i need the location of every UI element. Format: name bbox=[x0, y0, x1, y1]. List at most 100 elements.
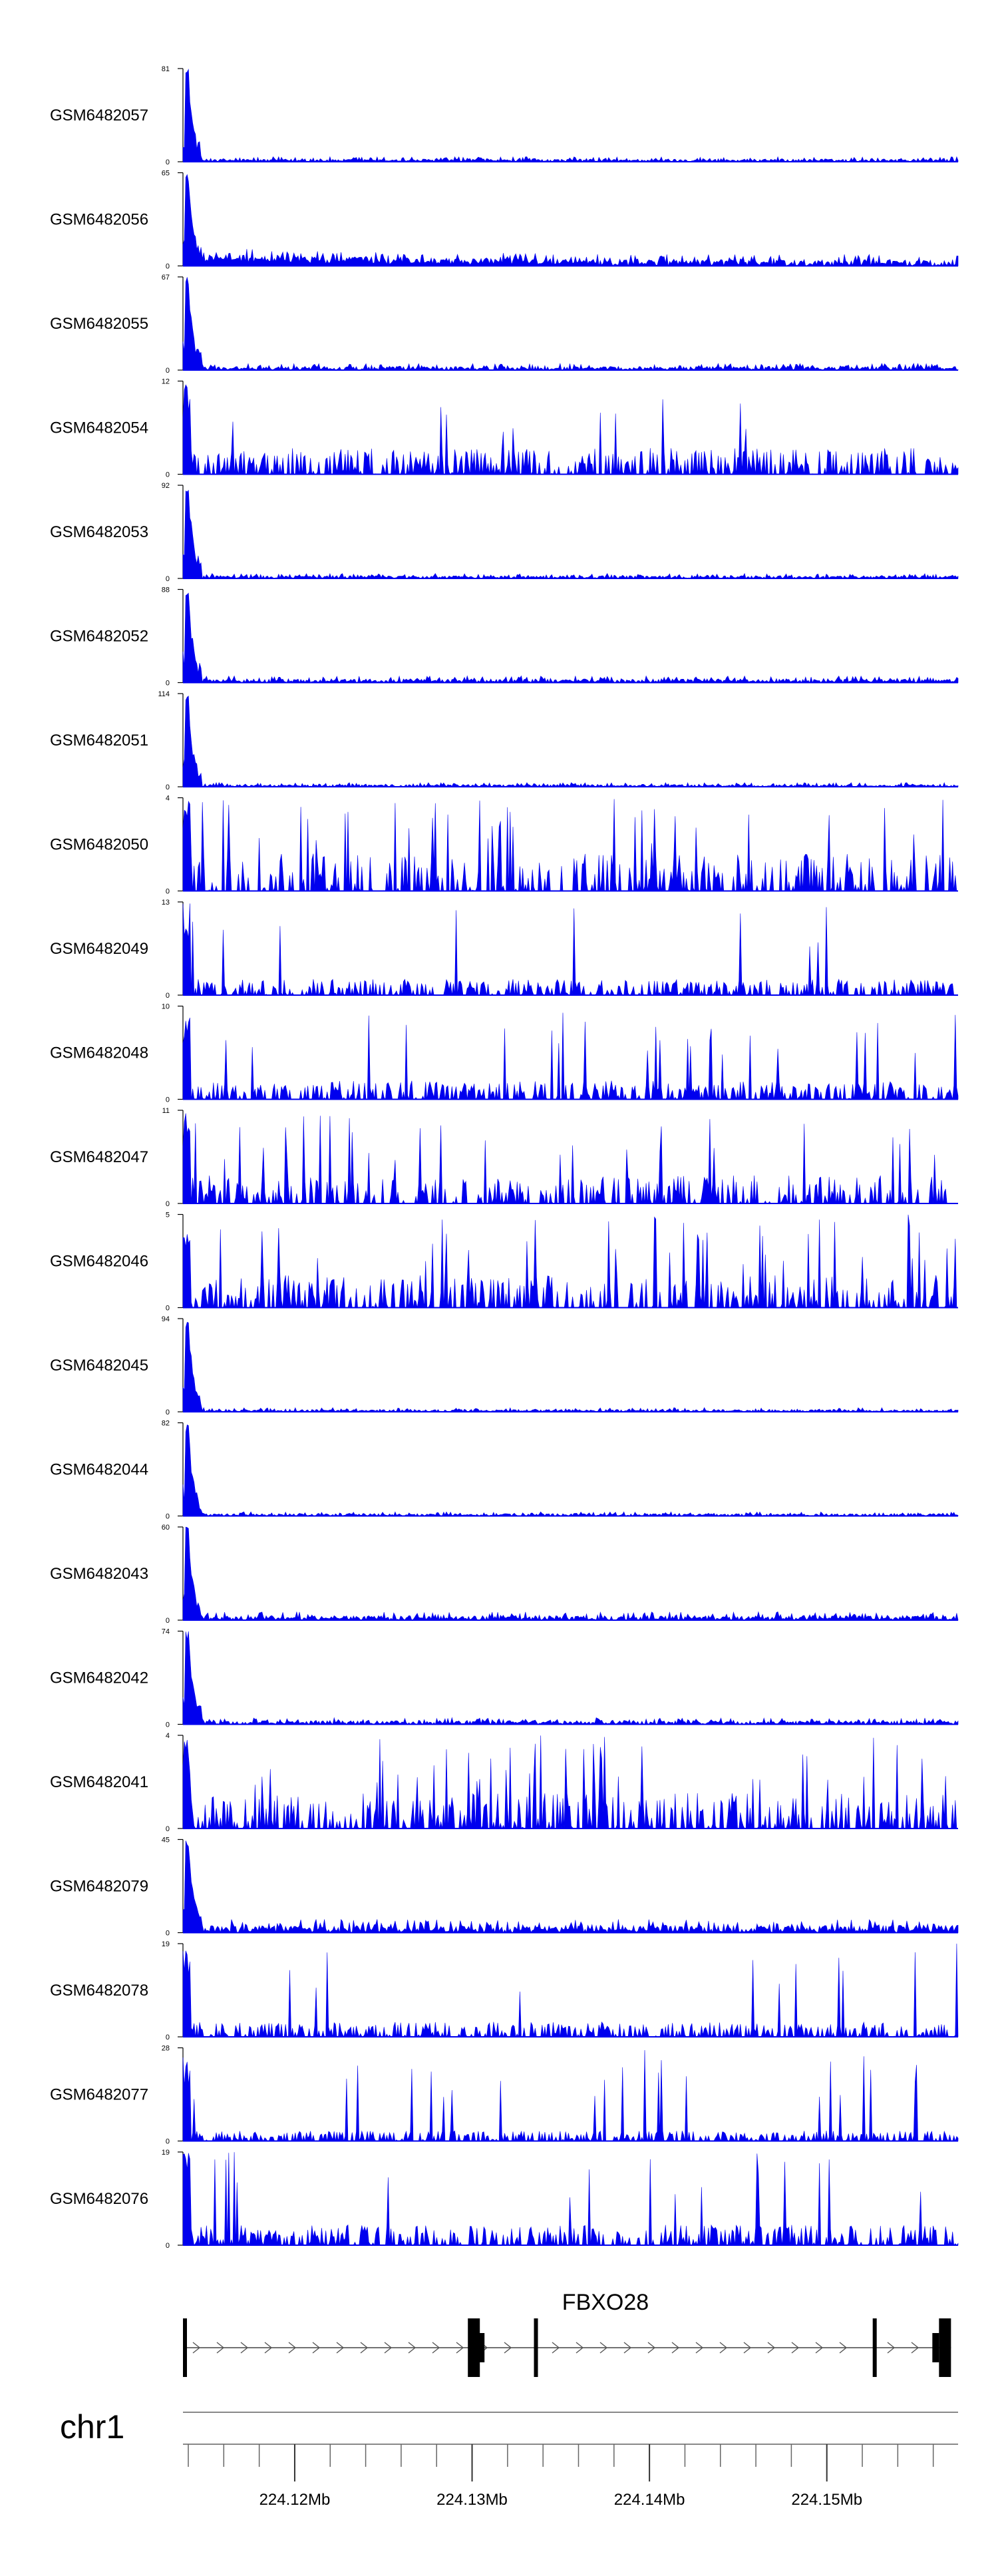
track-GSM6482077: GSM6482077 28 0 bbox=[50, 2045, 959, 2146]
track-label: GSM6482053 bbox=[50, 523, 148, 541]
track-GSM6482055: GSM6482055 67 0 bbox=[50, 274, 959, 375]
track-GSM6482057: GSM6482057 81 0 bbox=[50, 65, 959, 166]
coverage-area bbox=[182, 1012, 959, 1100]
strand-arrow-icon bbox=[264, 2342, 273, 2354]
track-ymax-label: 114 bbox=[158, 690, 170, 698]
track-label: GSM6482047 bbox=[50, 1148, 148, 1166]
strand-arrow-icon bbox=[887, 2342, 896, 2354]
track-ymin-label: 0 bbox=[166, 2034, 170, 2041]
gene-exon bbox=[872, 2318, 877, 2377]
track-ymax-label: 82 bbox=[162, 1420, 170, 1428]
track-label: GSM6482050 bbox=[50, 836, 148, 854]
track-label: GSM6482041 bbox=[50, 1773, 148, 1791]
track-ymax-label: 4 bbox=[166, 795, 170, 803]
strand-arrow-icon bbox=[312, 2342, 321, 2354]
track-ymax-label: 19 bbox=[162, 2149, 170, 2157]
track-GSM6482078: GSM6482078 19 0 bbox=[50, 1940, 959, 2041]
track-GSM6482047: GSM6482047 11 0 bbox=[50, 1107, 958, 1208]
track-ymax-label: 5 bbox=[166, 1211, 170, 1219]
chromosome-axis: chr1 224.12Mb 224.13Mb 224.14Mb 224.15Mb bbox=[60, 2408, 958, 2509]
track-label: GSM6482057 bbox=[50, 107, 148, 124]
strand-arrow-icon bbox=[576, 2342, 584, 2354]
track-label: GSM6482044 bbox=[50, 1461, 148, 1479]
strand-arrow-icon bbox=[719, 2342, 728, 2354]
coverage-tracks: GSM6482057810GSM6482056650GSM6482055670G… bbox=[50, 65, 959, 2250]
coverage-area bbox=[182, 277, 959, 371]
track-GSM6482079: GSM6482079 45 0 bbox=[50, 1836, 959, 1938]
track-ymax-label: 74 bbox=[162, 1628, 170, 1636]
coverage-area bbox=[182, 489, 959, 580]
track-GSM6482076: GSM6482076 19 0 bbox=[50, 2149, 959, 2250]
track-label: GSM6482077 bbox=[50, 2086, 148, 2104]
gene-exon bbox=[468, 2318, 480, 2377]
gene-exon-utr bbox=[478, 2333, 485, 2362]
coverage-area bbox=[182, 1631, 959, 1725]
chromosome-label: chr1 bbox=[60, 2408, 124, 2446]
track-ymax-label: 19 bbox=[162, 1940, 170, 1948]
track-ymin-label: 0 bbox=[166, 1617, 170, 1625]
coverage-area bbox=[182, 1526, 959, 1621]
track-ymin-label: 0 bbox=[166, 263, 170, 271]
gene-name-label: FBXO28 bbox=[562, 2290, 649, 2315]
track-GSM6482046: GSM6482046 5 0 bbox=[50, 1211, 958, 1313]
track-GSM6482051: GSM6482051 114 0 bbox=[50, 690, 959, 791]
strand-arrow-icon bbox=[456, 2342, 464, 2354]
track-ymin-label: 0 bbox=[166, 158, 170, 166]
track-ymax-label: 88 bbox=[162, 586, 170, 594]
strand-arrow-icon bbox=[432, 2342, 440, 2354]
track-ymin-label: 0 bbox=[166, 1200, 170, 1208]
track-ymax-label: 12 bbox=[162, 378, 170, 386]
track-label: GSM6482048 bbox=[50, 1044, 148, 1062]
gene-exon bbox=[183, 2318, 187, 2377]
coverage-area bbox=[182, 174, 959, 267]
track-GSM6482050: GSM6482050 4 0 bbox=[50, 795, 958, 896]
track-ymin-label: 0 bbox=[166, 471, 170, 479]
gene-exon-utr bbox=[932, 2333, 939, 2362]
strand-arrow-icon bbox=[815, 2342, 824, 2354]
coverage-area bbox=[182, 2049, 959, 2142]
track-GSM6482053: GSM6482053 92 0 bbox=[50, 482, 959, 583]
coverage-area bbox=[182, 384, 959, 475]
track-GSM6482043: GSM6482043 60 0 bbox=[50, 1524, 959, 1625]
strand-arrow-icon bbox=[671, 2342, 680, 2354]
track-ymin-label: 0 bbox=[166, 992, 170, 1000]
track-ymin-label: 0 bbox=[166, 367, 170, 375]
strand-arrow-icon bbox=[384, 2342, 393, 2354]
strand-arrow-icon bbox=[839, 2342, 848, 2354]
strand-arrow-icon bbox=[623, 2342, 632, 2354]
track-ymin-label: 0 bbox=[166, 1721, 170, 1729]
strand-arrow-icon bbox=[288, 2342, 297, 2354]
coverage-area bbox=[182, 1113, 958, 1205]
track-ymin-label: 0 bbox=[166, 680, 170, 688]
strand-arrow-icon bbox=[911, 2342, 919, 2354]
strand-arrow-icon bbox=[216, 2342, 225, 2354]
strand-arrow-icon bbox=[336, 2342, 345, 2354]
track-GSM6482054: GSM6482054 12 0 bbox=[50, 378, 959, 479]
coverage-area bbox=[182, 592, 959, 684]
track-GSM6482042: GSM6482042 74 0 bbox=[50, 1628, 959, 1729]
coverage-area bbox=[182, 1943, 959, 2038]
coverage-area bbox=[182, 903, 958, 996]
track-ymin-label: 0 bbox=[166, 1825, 170, 1833]
track-label: GSM6482078 bbox=[50, 1982, 148, 2000]
track-label: GSM6482079 bbox=[50, 1878, 148, 1896]
track-ymin-label: 0 bbox=[166, 1513, 170, 1521]
axis-tick-label: 224.14Mb bbox=[614, 2491, 685, 2509]
strand-arrow-icon bbox=[647, 2342, 656, 2354]
track-ymax-label: 45 bbox=[162, 1836, 170, 1844]
strand-arrow-icon bbox=[791, 2342, 800, 2354]
track-ymin-label: 0 bbox=[166, 1096, 170, 1104]
track-ymin-label: 0 bbox=[166, 1408, 170, 1416]
strand-arrow-icon bbox=[360, 2342, 369, 2354]
track-ymax-label: 13 bbox=[162, 899, 170, 907]
coverage-area bbox=[182, 799, 958, 892]
track-label: GSM6482046 bbox=[50, 1253, 148, 1271]
strand-arrow-icon bbox=[240, 2342, 249, 2354]
track-label: GSM6482055 bbox=[50, 315, 148, 333]
gene-exon bbox=[939, 2318, 951, 2377]
track-ymax-label: 67 bbox=[162, 274, 170, 282]
strand-arrow-icon bbox=[192, 2342, 201, 2354]
strand-arrow-icon bbox=[695, 2342, 704, 2354]
coverage-area bbox=[182, 2152, 959, 2247]
track-ymax-label: 94 bbox=[162, 1315, 170, 1323]
